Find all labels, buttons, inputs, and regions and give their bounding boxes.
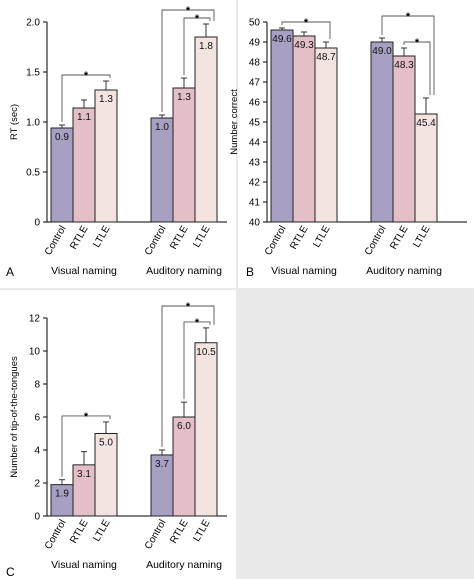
y-tick-label: 6 (34, 413, 40, 424)
value-label: 5.0 (99, 438, 113, 449)
bar-ltle (194, 36, 218, 223)
y-tick-label: 12 (29, 314, 41, 325)
y-tick-label: 45 (249, 118, 261, 129)
group-label: Auditory naming (146, 559, 222, 571)
significance-star: * (406, 11, 411, 23)
y-tick-label: 10 (29, 347, 41, 358)
bar-rtle (392, 55, 416, 223)
y-tick-label: 2.0 (26, 18, 40, 29)
significance-star: * (195, 13, 200, 25)
value-label: 45.4 (416, 118, 436, 129)
panel-c: 0 2 4 6 8 10 12 Number of tip-of-the-tongues C 1.… (0, 290, 236, 579)
value-label: 48.7 (316, 52, 336, 63)
y-tick-label: 40 (249, 218, 261, 229)
bar-control (270, 29, 294, 223)
value-label: 1.3 (99, 94, 113, 105)
group-label: Visual naming (271, 265, 337, 277)
bar-ltle (94, 89, 118, 223)
y-tick-label: 43 (249, 158, 261, 169)
value-label: 49.3 (294, 40, 314, 51)
significance-bracket (61, 415, 111, 477)
y-tick-label: 2 (34, 479, 40, 490)
bar-rtle (292, 35, 316, 223)
significance-bracket (183, 17, 211, 75)
bar-ltle (314, 47, 338, 223)
value-label: 1.3 (177, 92, 191, 103)
value-label: 49.0 (372, 46, 392, 57)
panel-b: 40 41 42 43 44 45 46 47 48 49 50 Number correct B 49.… (229, 0, 474, 288)
y-tick-label: 41 (249, 198, 261, 209)
significance-bracket (403, 41, 431, 95)
significance-star: * (186, 301, 191, 313)
significance-star: * (195, 317, 200, 329)
value-label: 3.1 (77, 469, 91, 480)
value-label: 1.0 (155, 122, 169, 133)
significance-star: * (415, 37, 420, 49)
value-label: 0.9 (55, 132, 69, 143)
y-tick-label: 0 (34, 218, 40, 229)
bar-ltle (194, 342, 218, 517)
significance-star: * (304, 17, 309, 29)
y-tick-label: 49 (249, 38, 261, 49)
bar-ltle (414, 113, 438, 223)
y-axis-title: Number correct (229, 89, 240, 155)
significance-bracket (61, 74, 111, 122)
panel-letter: B (246, 265, 254, 279)
y-axis-title: RT (sec) (9, 104, 20, 140)
group-label: Visual naming (51, 265, 117, 277)
y-tick-label: 0 (34, 512, 40, 523)
significance-bracket (281, 21, 331, 39)
value-label: 1.1 (77, 112, 91, 123)
y-axis-title: Number of tip-of-the-tongues (9, 356, 20, 478)
group-label: Auditory naming (146, 265, 222, 277)
y-tick-label: 1.0 (26, 118, 40, 129)
bar-rtle (172, 87, 196, 223)
group-label: Auditory naming (366, 265, 442, 277)
bar-rtle (72, 107, 96, 223)
significance-bracket (161, 9, 215, 112)
value-label: 1.8 (199, 41, 213, 52)
panel-letter: A (6, 265, 14, 279)
y-tick-label: 50 (249, 18, 261, 29)
value-label: 1.9 (55, 489, 69, 500)
y-tick-label: 4 (34, 446, 40, 457)
panel-a: 00.51.01.52.0RT (sec)A0.9Control1.1RTLE1… (0, 0, 236, 288)
y-tick-label: 1.5 (26, 68, 40, 79)
bar-control (370, 41, 394, 223)
significance-star: * (84, 70, 89, 82)
significance-star: * (186, 5, 191, 17)
value-label: 3.7 (155, 459, 169, 470)
y-tick-label: 47 (249, 78, 261, 89)
significance-bracket (161, 305, 215, 447)
significance-star: * (84, 411, 89, 423)
group-label: Visual naming (51, 559, 117, 571)
y-tick-label: 42 (249, 178, 261, 189)
significance-bracket (183, 321, 211, 400)
value-label: 48.3 (394, 60, 414, 71)
y-tick-label: 44 (249, 138, 261, 149)
y-tick-label: 48 (249, 58, 261, 69)
y-tick-label: 0.5 (26, 168, 40, 179)
value-label: 49.6 (272, 34, 292, 45)
panel-letter: C (6, 565, 15, 579)
y-tick-label: 8 (34, 380, 40, 391)
bar-control (150, 117, 174, 223)
y-tick-label: 46 (249, 98, 261, 109)
significance-bracket (381, 15, 435, 95)
value-label: 10.5 (196, 347, 216, 358)
value-label: 6.0 (177, 421, 191, 432)
